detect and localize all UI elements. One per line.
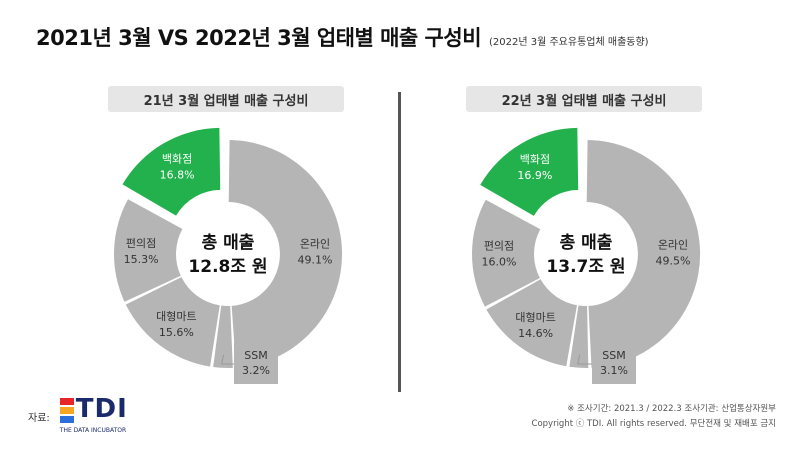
ssm-leader-line [220,354,234,365]
slice-value-department-store: 16.9% [517,169,552,182]
ssm-callout-box [234,342,278,384]
footer-notes: ※ 조사기간: 2021.3 / 2022.3 조사기관: 산업통상자원부 Co… [532,402,776,432]
logo-bars-icon [59,398,74,424]
slice-department-store [480,127,579,216]
slice-value-online: 49.1% [298,254,333,267]
slice-value-online: 49.5% [656,255,691,268]
source-block: 자료: TDI THE DATA INCUBATOR [28,394,170,436]
slice-value-hypermarket: 14.6% [518,327,553,340]
center-label: 총 매출 [560,233,613,253]
logo-text: TDI [75,394,128,424]
ssm-leader-line [577,354,592,365]
slice-online [586,140,701,368]
title-row: 2021년 3월 VS 2022년 3월 업태별 매출 구성비 (2022년 3… [36,22,649,52]
slice-value-ssm: 3.2% [242,364,270,377]
slice-label-hypermarket: 대형마트 [156,310,196,323]
slice-label-online: 온라인 [658,239,688,252]
slice-department-store [122,127,221,216]
period-note: ※ 조사기간: 2021.3 / 2022.3 조사기관: 산업통상자원부 [567,404,776,414]
slice-online [228,140,343,368]
center-label: 총 매출 [202,233,255,253]
slice-label-department-store: 백화점 [520,153,550,166]
slice-value-hypermarket: 15.6% [159,326,194,339]
source-label: 자료: [28,412,50,424]
logo-tagline: THE DATA INCUBATOR [59,427,127,434]
ssm-callout-box [592,342,636,384]
slice-ssm [213,305,233,369]
slice-label-department-store: 백화점 [162,153,192,166]
chart-2021: 21년 3월 업태별 매출 구성비 온라인 49.1% SSM 3.2% 대형마트 15.… [98,86,358,402]
slice-value-convenience: 16.0% [482,255,517,268]
slice-label-ssm: SSM [602,349,625,362]
donut-chart-2022: 온라인 49.5% SSM 3.1% 대형마트 14.6% 편의점 16.0% 백화점 16.9%… [471,127,701,384]
slice-hypermarket [486,279,577,367]
donut-chart-2021: 온라인 49.1% SSM 3.2% 대형마트 15.6% 편의점 15.3% 백화점 16.8%… [113,127,343,384]
copyright-note: Copyright ⓒ TDI. All rights reserved. 무단… [531,419,776,429]
center-total-value: 13.7조 원 [546,257,625,277]
center-total-value: 12.8조 원 [188,257,267,277]
page-title: 2021년 3월 VS 2022년 3월 업태별 매출 구성비 [36,26,482,50]
slice-hypermarket [125,277,220,367]
slice-label-ssm: SSM [244,349,267,362]
slice-value-convenience: 15.3% [124,253,159,266]
chart-title-2022: 22년 3월 업태별 매출 구성비 [466,86,702,112]
page-subtitle: (2022년 3월 주요유통업체 매출동향) [489,37,649,48]
slice-convenience [471,199,541,307]
center-divider [398,92,401,392]
chart-title-2021: 21년 3월 업태별 매출 구성비 [108,86,344,112]
slice-label-convenience: 편의점 [484,239,514,252]
slice-ssm [569,305,589,369]
tdi-logo: TDI THE DATA INCUBATOR [59,394,170,436]
slice-label-online: 온라인 [300,238,330,251]
slice-value-ssm: 3.1% [600,364,628,377]
slice-value-department-store: 16.8% [160,169,195,182]
chart-2022: 22년 3월 업태별 매출 구성비 온라인 49.5% SSM 3.1% 대형마트 14.… [456,86,716,402]
slice-label-hypermarket: 대형마트 [515,311,555,324]
slice-convenience [113,199,183,302]
slice-label-convenience: 편의점 [126,237,156,250]
